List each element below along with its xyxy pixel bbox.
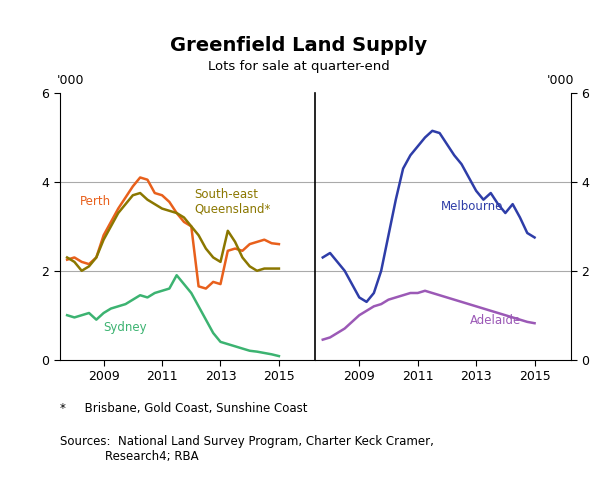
Text: Melbourne: Melbourne — [441, 200, 504, 213]
Text: '000: '000 — [57, 73, 84, 87]
Text: South-east
Queensland*: South-east Queensland* — [194, 188, 270, 216]
Text: Sources:  National Land Survey Program, Charter Keck Cramer,
            Researc: Sources: National Land Survey Program, C… — [60, 435, 434, 463]
Text: Sydney: Sydney — [103, 321, 147, 334]
Text: Adelaide: Adelaide — [470, 314, 521, 327]
Text: *     Brisbane, Gold Coast, Sunshine Coast: * Brisbane, Gold Coast, Sunshine Coast — [60, 402, 307, 415]
Text: Lots for sale at quarter-end: Lots for sale at quarter-end — [208, 60, 390, 73]
Text: '000: '000 — [547, 73, 574, 87]
Text: Perth: Perth — [80, 195, 111, 208]
Text: Greenfield Land Supply: Greenfield Land Supply — [170, 36, 428, 55]
